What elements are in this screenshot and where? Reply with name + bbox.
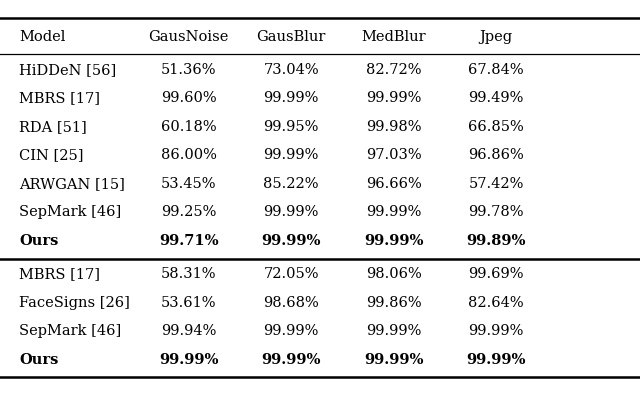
Text: 99.99%: 99.99%: [262, 353, 321, 367]
Text: 99.99%: 99.99%: [264, 324, 319, 338]
Text: 53.45%: 53.45%: [161, 177, 216, 191]
Text: GausBlur: GausBlur: [257, 30, 326, 44]
Text: 58.31%: 58.31%: [161, 267, 216, 281]
Text: 99.99%: 99.99%: [366, 324, 421, 338]
Text: 82.64%: 82.64%: [468, 296, 524, 310]
Text: 99.94%: 99.94%: [161, 324, 216, 338]
Text: 99.99%: 99.99%: [364, 353, 423, 367]
Text: MBRS [17]: MBRS [17]: [19, 91, 100, 105]
Text: 99.25%: 99.25%: [161, 206, 216, 219]
Text: 85.22%: 85.22%: [264, 177, 319, 191]
Text: GausNoise: GausNoise: [148, 30, 229, 44]
Text: 82.72%: 82.72%: [366, 63, 421, 77]
Text: 99.89%: 99.89%: [467, 234, 525, 248]
Text: 99.99%: 99.99%: [366, 91, 421, 105]
Text: 99.95%: 99.95%: [264, 120, 319, 134]
Text: 99.98%: 99.98%: [366, 120, 421, 134]
Text: 99.99%: 99.99%: [264, 91, 319, 105]
Text: 60.18%: 60.18%: [161, 120, 216, 134]
Text: 73.04%: 73.04%: [264, 63, 319, 77]
Text: 53.61%: 53.61%: [161, 296, 216, 310]
Text: MedBlur: MedBlur: [362, 30, 426, 44]
Text: 99.99%: 99.99%: [264, 206, 319, 219]
Text: ARWGAN [15]: ARWGAN [15]: [19, 177, 125, 191]
Text: 99.99%: 99.99%: [264, 148, 319, 162]
Text: SepMark [46]: SepMark [46]: [19, 206, 122, 219]
Text: 99.69%: 99.69%: [468, 267, 524, 281]
Text: 99.99%: 99.99%: [366, 206, 421, 219]
Text: 99.99%: 99.99%: [262, 234, 321, 248]
Text: 66.85%: 66.85%: [468, 120, 524, 134]
Text: CIN [25]: CIN [25]: [19, 148, 84, 162]
Text: 99.99%: 99.99%: [159, 353, 218, 367]
Text: 99.99%: 99.99%: [364, 234, 423, 248]
Text: FaceSigns [26]: FaceSigns [26]: [19, 296, 130, 310]
Text: 99.60%: 99.60%: [161, 91, 216, 105]
Text: Ours: Ours: [19, 234, 59, 248]
Text: 57.42%: 57.42%: [468, 177, 524, 191]
Text: 67.84%: 67.84%: [468, 63, 524, 77]
Text: 99.78%: 99.78%: [468, 206, 524, 219]
Text: Jpeg: Jpeg: [479, 30, 513, 44]
Text: HiDDeN [56]: HiDDeN [56]: [19, 63, 116, 77]
Text: 99.71%: 99.71%: [159, 234, 219, 248]
Text: 72.05%: 72.05%: [264, 267, 319, 281]
Text: 97.03%: 97.03%: [366, 148, 421, 162]
Text: 98.06%: 98.06%: [365, 267, 422, 281]
Text: RDA [51]: RDA [51]: [19, 120, 87, 134]
Text: 99.99%: 99.99%: [467, 353, 525, 367]
Text: 96.66%: 96.66%: [365, 177, 422, 191]
Text: Model: Model: [19, 30, 65, 44]
Text: 99.99%: 99.99%: [468, 324, 524, 338]
Text: 99.86%: 99.86%: [366, 296, 421, 310]
Text: 86.00%: 86.00%: [161, 148, 217, 162]
Text: SepMark [46]: SepMark [46]: [19, 324, 122, 338]
Text: MBRS [17]: MBRS [17]: [19, 267, 100, 281]
Text: 96.86%: 96.86%: [468, 148, 524, 162]
Text: 99.49%: 99.49%: [468, 91, 524, 105]
Text: 98.68%: 98.68%: [263, 296, 319, 310]
Text: 51.36%: 51.36%: [161, 63, 216, 77]
Text: Ours: Ours: [19, 353, 59, 367]
